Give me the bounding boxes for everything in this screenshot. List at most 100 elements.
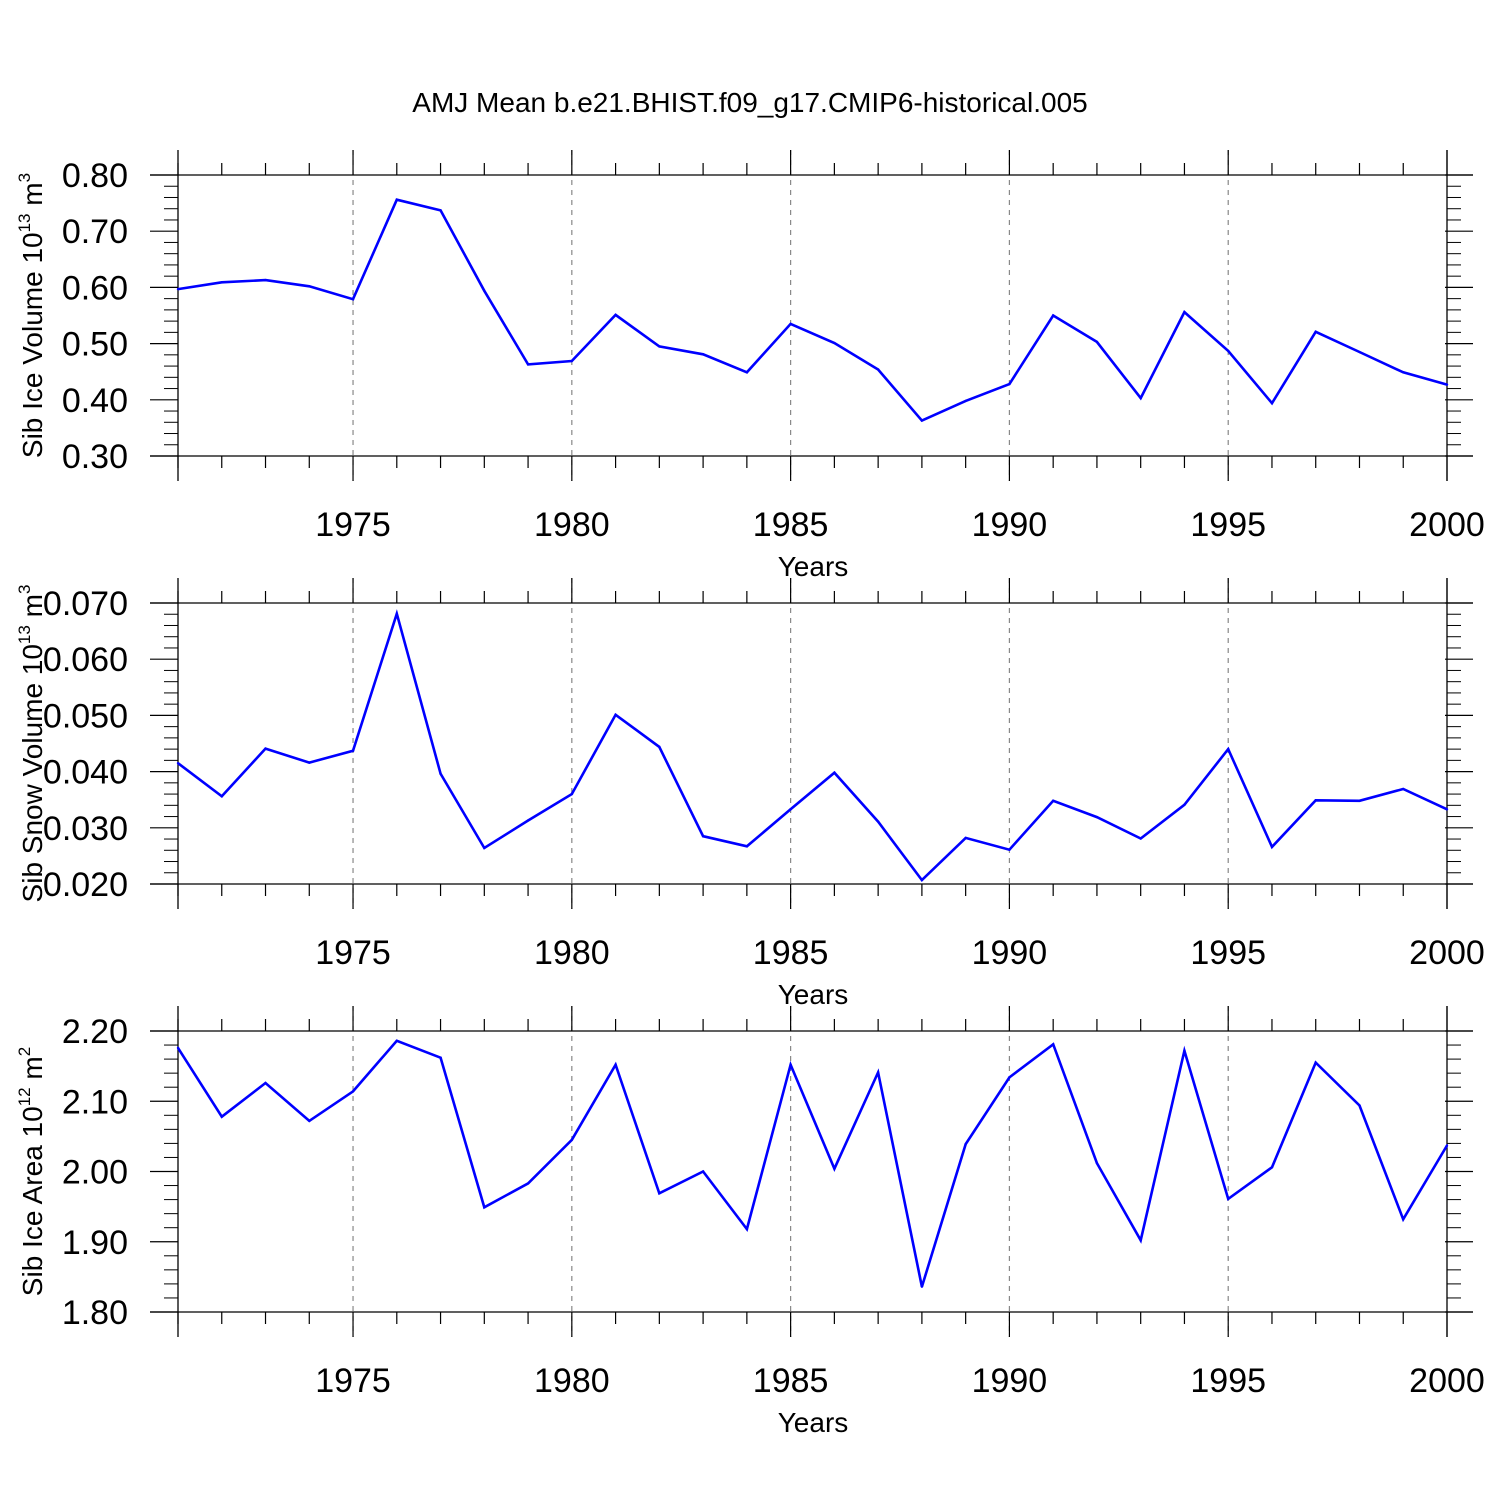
data-point: [570, 1138, 574, 1142]
x-tick-label: 1985: [753, 1362, 829, 1400]
x-tick-label: 1990: [972, 506, 1048, 544]
y-axis-label-text: Sib Snow Volume 10: [17, 644, 48, 902]
panel-1: 0.30 0.40 0.50 0.60 0.70 0.80 1975 1980 1985 1990…: [15, 150, 1485, 582]
data-point: [176, 1046, 180, 1050]
data-point: [570, 359, 574, 363]
data-point: [833, 341, 836, 345]
x-axis-label: Years: [778, 551, 849, 582]
data-point: [351, 1090, 355, 1093]
data-point: [176, 287, 180, 291]
y-tick-label: 0.80: [62, 157, 128, 195]
data-point: [439, 209, 442, 212]
data-point: [876, 820, 880, 823]
data-point: [308, 285, 311, 288]
y-axis-label-superscript: 3: [15, 173, 34, 182]
data-point: [1358, 1104, 1361, 1107]
y-tick-label: 0.060: [43, 641, 128, 679]
x-tick-label: 1980: [534, 1362, 610, 1400]
y-tick-label: 0.40: [62, 382, 128, 420]
data-point: [964, 836, 967, 840]
data-point: [351, 298, 355, 301]
data-point: [220, 795, 223, 798]
data-point: [1314, 1061, 1317, 1064]
data-point: [1227, 1197, 1230, 1201]
x-tick-label: 1995: [1190, 506, 1266, 544]
data-point: [833, 1167, 836, 1170]
y-tick-label: 0.020: [43, 866, 128, 904]
data-point: [395, 612, 398, 615]
data-point: [701, 835, 705, 838]
y-axis-label: Sib Ice Area 1012 m2: [15, 1047, 48, 1296]
series-line: [177, 609, 1448, 883]
x-tick-label: 1995: [1190, 934, 1266, 972]
y-tick-label: 0.30: [62, 438, 128, 476]
data-point: [1402, 787, 1405, 791]
y-axis-label-text: m: [17, 1056, 48, 1087]
data-point: [614, 313, 617, 317]
x-tick-label: 1985: [753, 506, 829, 544]
data-point: [1095, 1161, 1099, 1165]
data-point: [614, 1063, 617, 1066]
data-point: [920, 878, 924, 882]
data-point: [351, 749, 355, 753]
data-point: [526, 363, 530, 366]
data-point: [395, 1039, 398, 1043]
data-point: [1314, 330, 1317, 333]
data-point: [920, 1285, 924, 1288]
data-point: [220, 281, 223, 284]
data-point: [1183, 1049, 1186, 1052]
y-tick-label: 0.040: [43, 754, 128, 792]
data-point: [439, 1056, 442, 1059]
panel-2: 0.020 0.030 0.040 0.050 0.060 0.070 1975 1980 19…: [15, 578, 1485, 1010]
data-point: [1227, 349, 1230, 353]
y-axis-label-text: m: [17, 182, 48, 213]
data-point: [1270, 401, 1274, 405]
y-tick-label: 2.10: [62, 1083, 128, 1121]
y-axis-label-text: m: [17, 594, 48, 625]
data-point: [1402, 371, 1405, 374]
y-axis-label-text: Sib Ice Area 10: [17, 1106, 48, 1296]
data-point: [1402, 1218, 1405, 1221]
data-point: [264, 278, 267, 282]
data-point: [833, 771, 836, 774]
data-point: [483, 1206, 486, 1209]
y-axis-label-superscript: 13: [15, 625, 34, 644]
chart-title: AMJ Mean b.e21.BHIST.f09_g17.CMIP6-histo…: [412, 87, 1087, 118]
data-point: [526, 1182, 530, 1185]
data-point: [526, 819, 530, 822]
data-point: [1139, 396, 1142, 400]
y-axis-label: Sib Snow Volume 1013 m3: [15, 585, 48, 903]
y-tick-label: 2.20: [62, 1013, 128, 1051]
data-point: [1270, 1166, 1274, 1169]
data-point: [745, 1227, 749, 1231]
y-tick-label: 0.50: [62, 326, 128, 364]
data-point: [920, 419, 924, 422]
x-axis-label: Years: [778, 1407, 849, 1438]
x-tick-label: 1990: [972, 934, 1048, 972]
y-axis-label: Sib Ice Volume 1013 m3: [15, 173, 48, 458]
x-tick-label: 1985: [753, 934, 829, 972]
x-tick-label: 2000: [1409, 1362, 1485, 1400]
data-point: [1183, 803, 1186, 806]
data-point: [1314, 799, 1317, 802]
data-point: [1358, 350, 1361, 354]
x-tick-label: 1990: [972, 1362, 1048, 1400]
x-tick-label: 1995: [1190, 1362, 1266, 1400]
y-axis-label-superscript: 2: [15, 1047, 34, 1056]
data-point: [789, 1063, 792, 1066]
x-tick-label: 2000: [1409, 506, 1485, 544]
data-point: [964, 399, 967, 403]
y-tick-label: 2.00: [62, 1154, 128, 1192]
data-point: [1183, 310, 1186, 314]
data-point: [789, 322, 792, 326]
y-tick-label: 0.070: [43, 585, 128, 623]
x-tick-label: 1975: [315, 506, 391, 544]
y-tick-label: 0.60: [62, 269, 128, 307]
x-tick-label: 1980: [534, 934, 610, 972]
data-point: [1358, 799, 1361, 803]
data-point: [964, 1142, 967, 1146]
data-point: [745, 845, 749, 848]
data-point: [1445, 1144, 1449, 1147]
data-point: [658, 345, 661, 348]
data-point: [308, 1119, 311, 1123]
